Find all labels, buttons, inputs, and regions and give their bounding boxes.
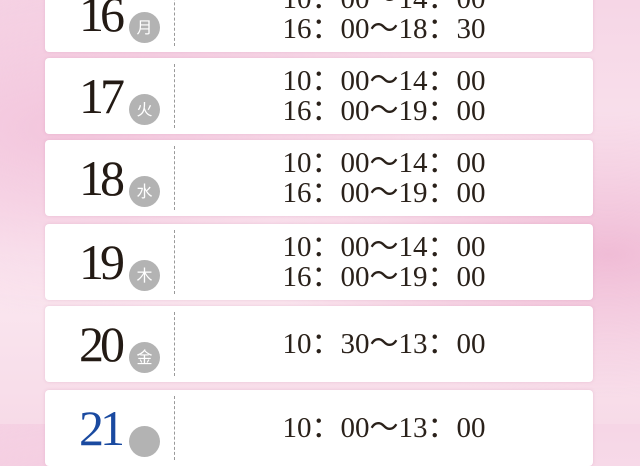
schedule-row: 18 水 10：00〜14：00 16：00〜19：00 — [45, 140, 593, 216]
time-slot: 16：00〜19：00 — [282, 261, 486, 293]
time-slot: 10：30〜13：00 — [282, 328, 486, 360]
time-slots: 10：30〜13：00 — [175, 329, 593, 359]
schedule-row: 21 10：00〜13：00 — [45, 390, 593, 466]
weekday-badge: 月 — [129, 12, 160, 43]
time-slots: 10：00〜14：00 16：00〜19：00 — [175, 148, 593, 208]
weekday-badge — [129, 426, 160, 457]
weekday-badge: 水 — [129, 176, 160, 207]
divider — [174, 146, 175, 210]
time-slot: 10：00〜14：00 — [282, 147, 486, 179]
day-number: 18 — [79, 150, 125, 206]
day-number: 21 — [79, 400, 125, 456]
weekday-badge: 金 — [129, 342, 160, 373]
day-number: 19 — [79, 234, 125, 290]
day-number: 16 — [79, 0, 125, 42]
time-slot: 10：00〜14：00 — [282, 231, 486, 263]
time-slot: 10：00〜14：00 — [282, 65, 486, 97]
time-slot: 16：00〜19：00 — [282, 95, 486, 127]
divider — [174, 230, 175, 294]
schedule-row: 17 火 10：00〜14：00 16：00〜19：00 — [45, 58, 593, 134]
day-number: 20 — [79, 316, 125, 372]
time-slots: 10：00〜13：00 — [175, 413, 593, 443]
time-slot: 16：00〜19：00 — [282, 177, 486, 209]
divider — [174, 64, 175, 128]
weekday-badge: 木 — [129, 260, 160, 291]
day-number: 17 — [79, 68, 125, 124]
time-slot: 10：00〜14：00 — [175, 0, 593, 14]
weekday-badge: 火 — [129, 94, 160, 125]
time-slots: 10：00〜14：00 16：00〜19：00 — [175, 66, 593, 126]
time-slot: 10：00〜13：00 — [282, 412, 486, 444]
divider — [174, 0, 175, 46]
divider — [174, 312, 175, 376]
schedule-row: 20 金 10：30〜13：00 — [45, 306, 593, 382]
schedule-row: 19 木 10：00〜14：00 16：00〜19：00 — [45, 224, 593, 300]
time-slot: 16：00〜18：30 — [282, 13, 486, 45]
time-slots: 10：00〜14：00 16：00〜19：00 — [175, 232, 593, 292]
